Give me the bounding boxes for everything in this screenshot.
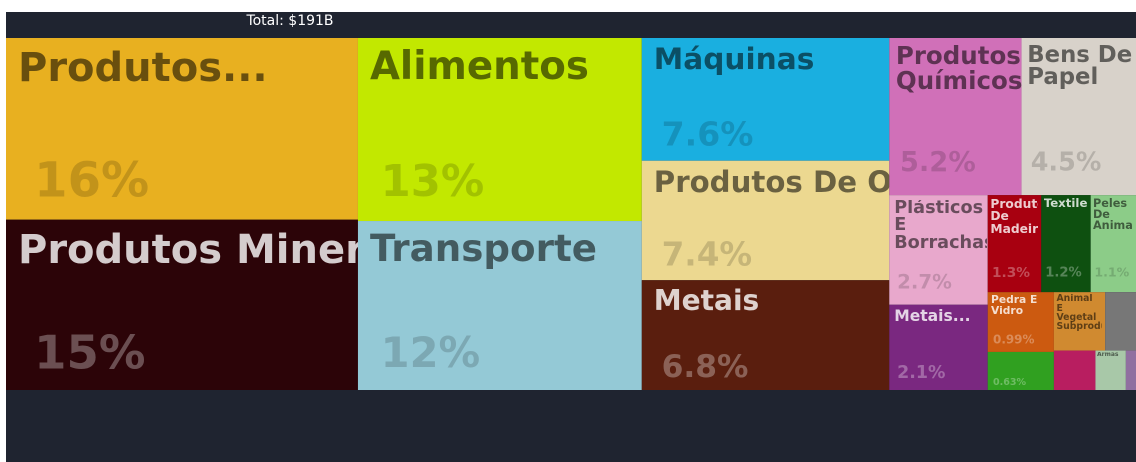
tile-label: Transporte [369, 230, 597, 271]
tile [1053, 350, 1096, 390]
chart-title: Total: $191B [245, 13, 333, 29]
tile-label-box: Animal E Vegetal Subprodutos [1056, 294, 1101, 333]
tile-label-box: Produtos Químicos [895, 44, 1023, 95]
tile-label: Produtos Minerais [18, 229, 364, 273]
tile-value-label: 6.8% [662, 349, 749, 385]
tile-label: Peles De Animais [1092, 197, 1133, 233]
tile-value-label: 7.6% [662, 115, 754, 154]
tile-value-label: 1.1% [1094, 264, 1129, 279]
tile-label: Produtos... [18, 48, 268, 91]
tile [357, 38, 642, 222]
tile [1041, 195, 1091, 293]
tile-value-label: 7.4% [662, 235, 753, 273]
tile [889, 195, 988, 305]
tile-value-label: 13% [381, 157, 485, 207]
tile-label-box: Máquinas [653, 45, 815, 77]
tile-label-box: Pedra E Vidro [991, 294, 1038, 317]
tile [1125, 350, 1136, 390]
tile-label: Alimentos [369, 47, 589, 89]
tile [6, 38, 358, 220]
tile-value-label: 16% [34, 152, 149, 208]
tile [6, 219, 358, 390]
tile-label: Máquinas [653, 45, 815, 77]
tile-label: Pedra E Vidro [991, 294, 1038, 317]
tile-label: Produtos De Origem Animal [653, 168, 896, 200]
tile [641, 38, 890, 161]
tile-label-box: Metais... [894, 308, 971, 325]
tile [641, 160, 890, 281]
tile-label-box: Alimentos [369, 47, 589, 89]
tile-label-box: Textiles [1043, 198, 1088, 211]
tile-label: Metais... [894, 308, 971, 325]
tile [987, 195, 1042, 293]
tile-label-box: Transporte [369, 230, 597, 271]
tile-label-box: Plásticos E Borrachas [894, 199, 987, 253]
tile-label-box: Produtos De Origem Animal [653, 168, 896, 200]
tile-label: Animal E Vegetal Subprodutos [1056, 294, 1101, 333]
tile [1090, 195, 1136, 293]
tile-value-label: 1.2% [1045, 265, 1081, 280]
tile-label-box: Produtos... [18, 48, 268, 91]
tile-label: Textiles [1043, 198, 1088, 211]
tile-value-label: 5.2% [900, 147, 976, 178]
tile-value-label: 0.99% [993, 332, 1034, 346]
tile-label-box: Metais [653, 287, 760, 318]
tile [1095, 350, 1126, 390]
tile-label: Armas [1096, 352, 1119, 359]
tile-value-label: 12% [381, 328, 481, 377]
tile [357, 221, 642, 390]
tile-label-box: Armas [1096, 352, 1119, 359]
tile [987, 351, 1054, 390]
tile-label-box: Peles De Animais [1092, 197, 1133, 233]
tile-value-label: 0.63% [993, 377, 1026, 388]
tile-label-box: Produtos De Madeira [990, 198, 1038, 236]
tile-label: Bens De Papel [1027, 43, 1133, 91]
tile-label-box: Bens De Papel [1027, 43, 1133, 91]
tile [1053, 292, 1106, 351]
tile-label: Produtos De Madeira [990, 198, 1038, 236]
tile [987, 292, 1054, 352]
tile-value-label: 2.7% [897, 270, 952, 293]
tile [889, 304, 988, 390]
tile-value-label: 1.3% [992, 265, 1030, 281]
tile [641, 280, 890, 390]
tile-value-label: 15% [34, 325, 145, 379]
tile-label: Plásticos E Borrachas [894, 199, 987, 253]
tile-value-label: 2.1% [897, 363, 945, 383]
tile [889, 38, 1022, 196]
tile [1021, 38, 1136, 196]
tile [1105, 292, 1136, 351]
tile-label: Metais [653, 287, 760, 318]
tile-label-box: Produtos Minerais [18, 229, 364, 273]
tile-value-label: 4.5% [1031, 148, 1102, 178]
tile-label: Produtos Químicos [895, 44, 1023, 95]
